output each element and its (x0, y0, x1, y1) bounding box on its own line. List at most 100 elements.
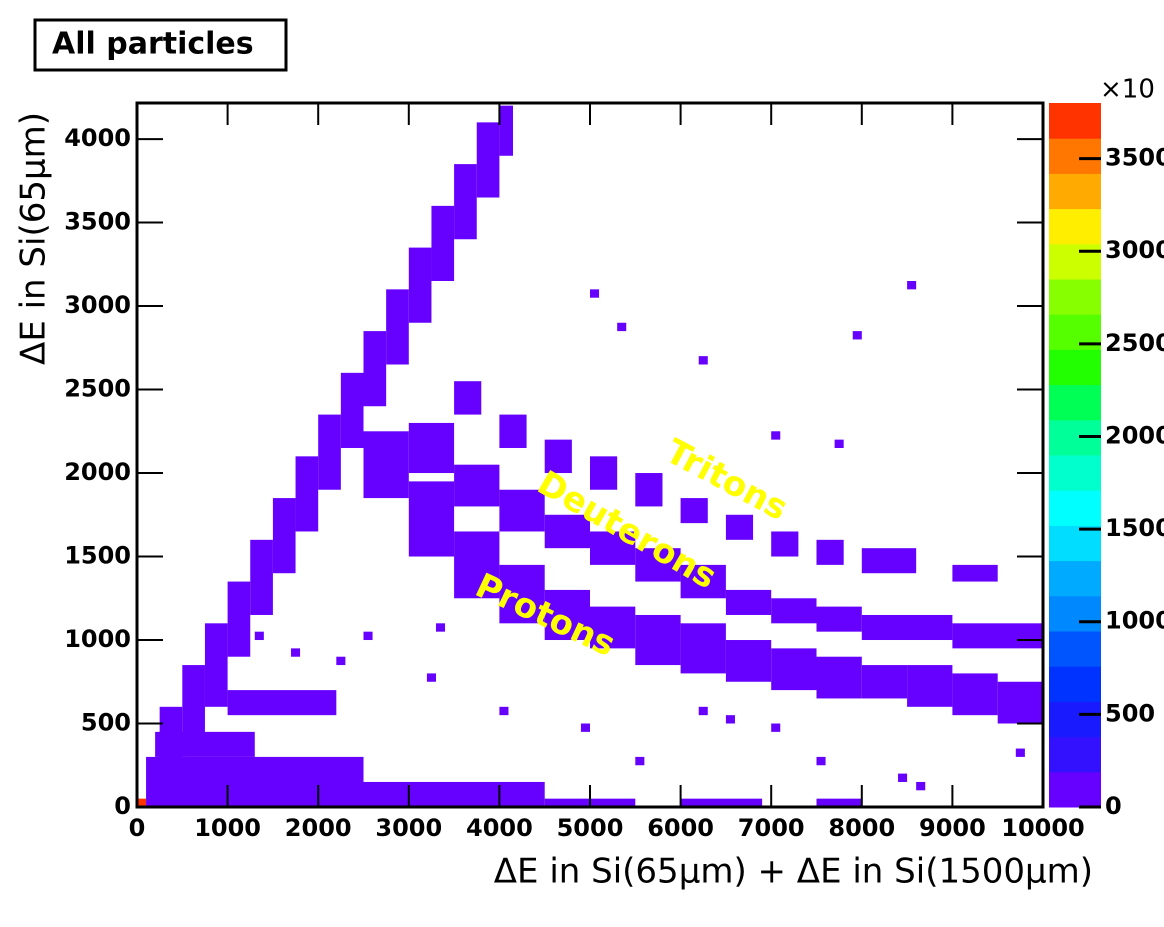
x-tick-label: 5000 (557, 814, 624, 842)
x-tick-label: 9000 (919, 814, 986, 842)
colorbar-swatch (1049, 595, 1101, 632)
x-tick-label: 6000 (647, 814, 714, 842)
y-tick-label: 0 (114, 792, 131, 820)
z-tick-label: 500 (1105, 699, 1155, 727)
cell (363, 431, 409, 499)
chart-title: All particles (52, 27, 254, 62)
cell (907, 665, 953, 707)
cell (952, 623, 1043, 649)
y-tick-label: 1500 (64, 542, 131, 570)
annotation: Tritons (659, 431, 794, 528)
cell (408, 422, 455, 474)
cell (250, 539, 273, 615)
cell (146, 756, 364, 807)
z-tick-label: 1000 (1105, 607, 1164, 635)
cell (1015, 748, 1025, 757)
cell (916, 781, 926, 791)
colorbar-swatch (1049, 103, 1101, 139)
cell (499, 414, 527, 448)
cell (499, 706, 509, 716)
colorbar-swatch (1049, 349, 1101, 386)
cell (454, 531, 500, 599)
cell (952, 564, 998, 582)
cell (590, 531, 636, 565)
z-tick-label: 3500 (1105, 144, 1164, 172)
cell (952, 673, 998, 716)
cell (771, 648, 817, 691)
cell (698, 706, 708, 716)
cell (590, 289, 600, 298)
z-tick-label: 0 (1105, 792, 1122, 820)
colorbar-swatch (1049, 525, 1101, 562)
x-axis-label: ΔE in Si(65µm) + ΔE in Si(1500µm) (494, 852, 1093, 892)
y-tick-label: 4000 (64, 124, 131, 152)
cell (635, 473, 663, 507)
cell (454, 464, 500, 507)
cell (725, 514, 754, 540)
colorbar-swatch (1049, 243, 1101, 280)
cell (476, 122, 500, 198)
cell (907, 281, 917, 290)
cell (363, 631, 373, 641)
y-tick-label: 500 (81, 709, 131, 737)
x-tick-label: 0 (129, 814, 146, 842)
cell (771, 598, 817, 624)
cell (617, 322, 627, 332)
colorbar-swatch (1049, 279, 1101, 315)
cell (227, 581, 251, 657)
cell (698, 356, 708, 365)
cell (254, 631, 264, 641)
colorbar-swatch (1049, 560, 1101, 597)
cell (544, 439, 572, 474)
x-tick-label: 1000 (194, 814, 261, 842)
cell (816, 756, 826, 766)
cell (898, 773, 908, 782)
cell (386, 289, 409, 365)
cell (725, 715, 735, 724)
cell (499, 564, 545, 624)
cell (816, 539, 844, 565)
colorbar-swatch (1049, 455, 1101, 491)
cell (997, 681, 1043, 724)
cell (771, 531, 799, 557)
z-tick-label: 1500 (1105, 514, 1164, 542)
colorbar-swatch (1049, 138, 1101, 174)
cell (426, 673, 436, 682)
y-tick-label: 3000 (64, 291, 131, 319)
cell (635, 756, 645, 766)
x-tick-label: 4000 (466, 814, 533, 842)
z-tick-label: 2500 (1105, 329, 1164, 357)
cell (680, 623, 726, 674)
cell (544, 514, 590, 549)
cell (295, 456, 319, 532)
cell (454, 164, 477, 240)
cell (580, 723, 590, 732)
x-tick-label: 3000 (375, 814, 442, 842)
cell (852, 331, 862, 340)
cell (291, 648, 301, 657)
cell (590, 456, 618, 490)
cell (340, 372, 364, 448)
colorbar-swatch (1049, 701, 1101, 738)
colorbar-swatch (1049, 771, 1101, 808)
cell (137, 798, 147, 807)
y-axis-label: ΔE in Si(65µm) (14, 112, 54, 365)
cell (725, 589, 772, 615)
x-tick-label: 10000 (1001, 814, 1085, 842)
cell (861, 665, 908, 699)
cell (204, 623, 228, 707)
cell (318, 414, 341, 490)
cell (635, 548, 681, 582)
y-tick-label: 2000 (64, 458, 131, 486)
cell (771, 723, 781, 732)
colorbar-swatch (1049, 490, 1101, 526)
cell (725, 640, 772, 682)
cell (861, 614, 953, 641)
z-multiplier: ×10 (1100, 75, 1155, 105)
cell (272, 498, 296, 574)
cell (771, 431, 781, 440)
cell (300, 514, 310, 524)
cell (544, 589, 590, 641)
